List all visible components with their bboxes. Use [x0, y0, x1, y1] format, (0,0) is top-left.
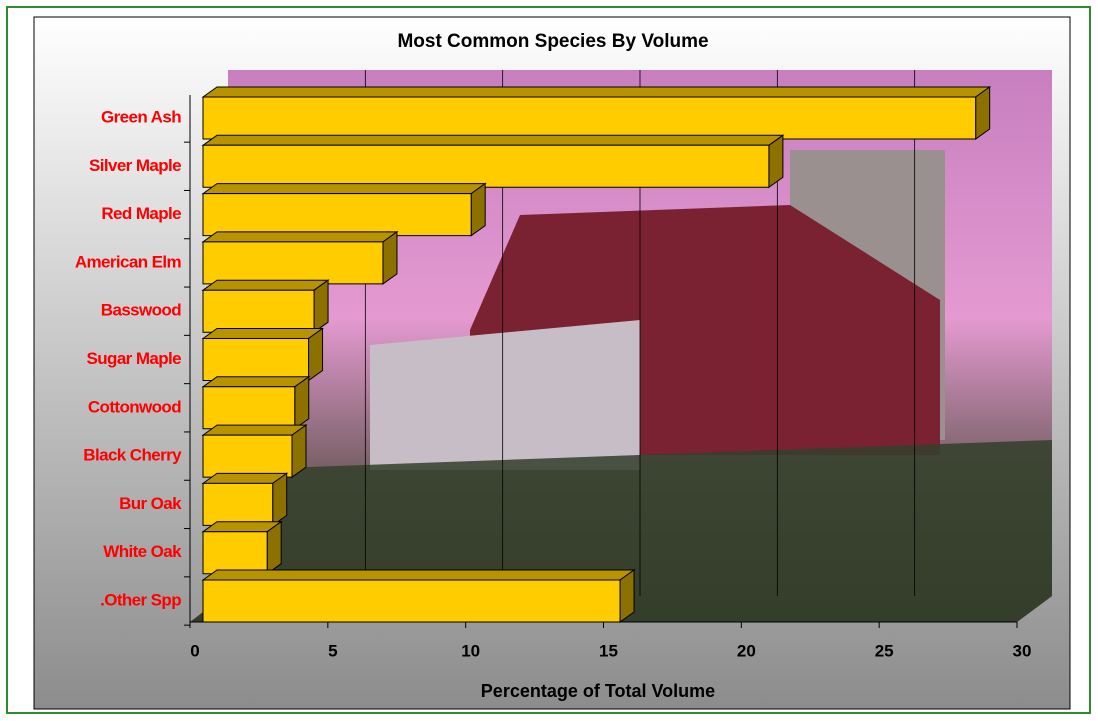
y-tick-label: Cottonwood — [88, 397, 181, 416]
x-tick-label: 0 — [190, 641, 199, 660]
bar-front — [203, 435, 292, 477]
bar — [203, 473, 287, 525]
x-tick-label: 5 — [328, 641, 337, 660]
bar-top — [203, 87, 990, 97]
y-tick-label: .Other Spp — [100, 590, 181, 609]
bar-front — [203, 580, 620, 622]
bar-top — [203, 184, 485, 194]
bar-front — [203, 194, 471, 236]
x-axis-title: Percentage of Total Volume — [481, 681, 715, 701]
x-tick-label: 25 — [875, 641, 894, 660]
y-tick-label: Basswood — [101, 301, 181, 320]
chart: Most Common Species By Volume Percentage… — [0, 0, 1098, 721]
bar-front — [203, 339, 309, 381]
bar-front — [203, 532, 267, 574]
bar — [203, 570, 634, 622]
bar — [203, 522, 281, 574]
y-tick-label: Silver Maple — [89, 156, 181, 175]
bar — [203, 87, 990, 139]
x-tick-label: 20 — [737, 641, 756, 660]
bar-top — [203, 570, 634, 580]
bar-front — [203, 97, 976, 139]
bar-front — [203, 387, 295, 429]
y-tick-label: Black Cherry — [83, 446, 182, 465]
porch — [370, 320, 640, 470]
y-tick-label: Bur Oak — [119, 494, 182, 513]
y-tick-label: Red Maple — [101, 204, 181, 223]
bar-top — [203, 280, 328, 290]
bar-top — [203, 135, 783, 145]
bar — [203, 232, 397, 284]
bar-front — [203, 145, 769, 187]
y-tick-label: Sugar Maple — [87, 349, 182, 368]
bar-top — [203, 425, 306, 435]
y-tick-label: White Oak — [103, 542, 182, 561]
x-tick-label: 10 — [461, 641, 480, 660]
bar — [203, 329, 323, 381]
bar-top — [203, 377, 309, 387]
bar — [203, 184, 485, 236]
x-tick-label: 30 — [1013, 641, 1032, 660]
y-tick-label: Green Ash — [101, 107, 181, 126]
bar — [203, 135, 783, 187]
bar-front — [203, 242, 383, 284]
y-tick-label: American Elm — [75, 252, 182, 271]
bar-top — [203, 329, 323, 339]
bar — [203, 377, 309, 429]
bar-top — [203, 232, 397, 242]
x-tick-label: 15 — [599, 641, 618, 660]
bar — [203, 425, 306, 477]
bar-front — [203, 483, 273, 525]
page: {"chart_data": {"type": "bar", "orientat… — [0, 0, 1098, 721]
bar — [203, 280, 328, 332]
chart-title: Most Common Species By Volume — [397, 31, 708, 52]
bar-front — [203, 290, 314, 332]
